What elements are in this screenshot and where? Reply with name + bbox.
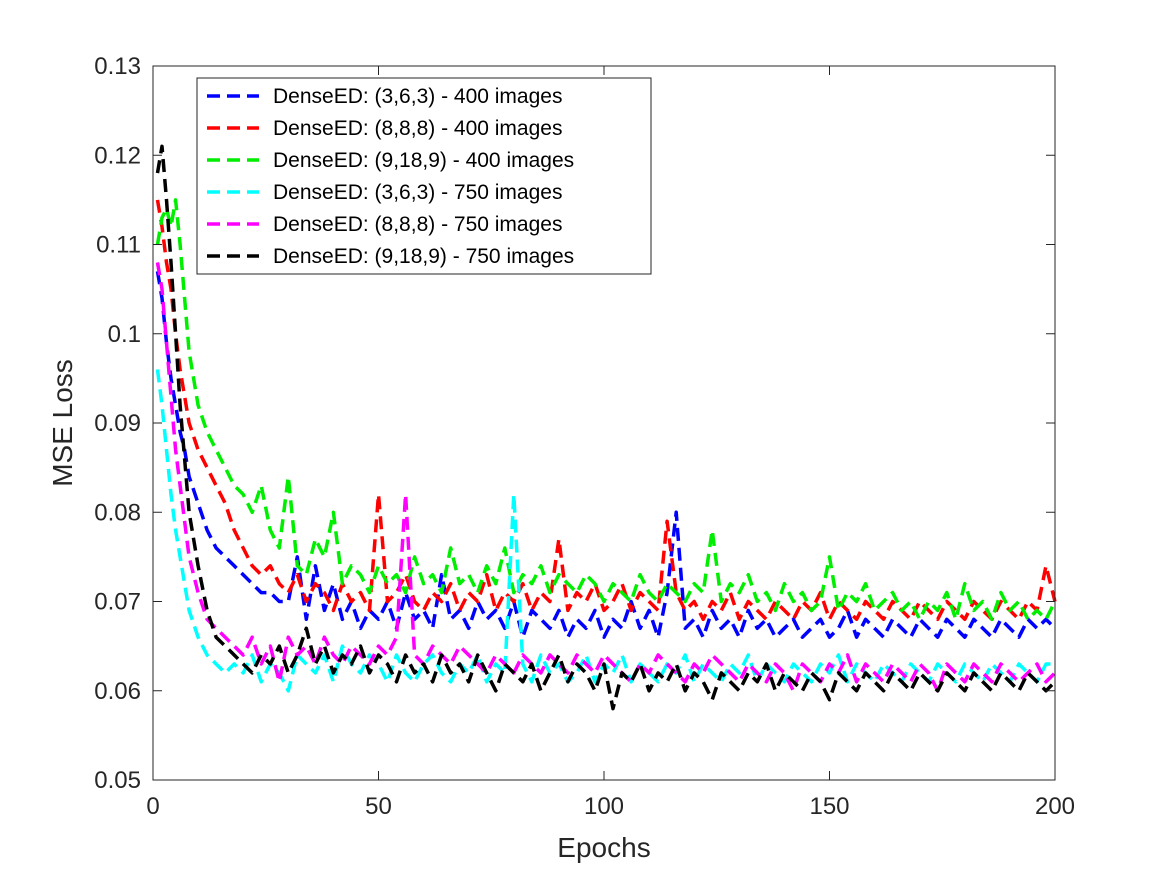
x-tick-label: 100	[584, 793, 624, 820]
series-line-6	[155, 144, 1057, 711]
y-tick-label: 0.07	[94, 589, 141, 616]
x-tick-label: 0	[146, 793, 159, 820]
y-tick-label: 0.13	[94, 53, 141, 80]
series-line-3	[155, 198, 1057, 622]
y-tick-label: 0.08	[94, 499, 141, 526]
x-tick-label: 150	[809, 793, 849, 820]
y-tick-label: 0.12	[94, 142, 141, 169]
y-tick-label: 0.05	[94, 767, 141, 794]
series-line-2	[155, 199, 1057, 622]
y-tick-label: 0.1	[108, 321, 141, 348]
legend: DenseED: (3,6,3) - 400 images DenseED: (8…	[196, 77, 652, 275]
y-tick-label: 0.11	[96, 232, 141, 259]
series-layer	[155, 144, 1057, 711]
legend-label-1: DenseED: (3,6,3) - 400 images	[273, 85, 562, 108]
series-line-1	[155, 271, 1057, 639]
legend-label-5: DenseED: (8,8,8) - 750 images	[273, 213, 562, 236]
y-tick-label: 0.09	[94, 410, 141, 437]
x-tick-label: 50	[365, 793, 392, 820]
legend-box	[196, 77, 652, 275]
x-tick-label: 200	[1035, 793, 1075, 820]
x-axis-title: Epochs	[557, 832, 650, 863]
y-tick-label: 0.06	[94, 678, 141, 705]
legend-label-2: DenseED: (8,8,8) - 400 images	[273, 117, 562, 140]
legend-label-4: DenseED: (3,6,3) - 750 images	[273, 181, 562, 204]
y-axis-title: MSE Loss	[47, 359, 78, 487]
series-line-5	[155, 262, 1057, 693]
ticks-layer: 0 50 100 150 200 0.05 0.06 0.07 0.08 0.09 0.1 0.11 0…	[94, 53, 1075, 820]
legend-label-3: DenseED: (9,18,9) - 400 images	[273, 149, 574, 172]
legend-label-6: DenseED: (9,18,9) - 750 images	[273, 245, 574, 268]
